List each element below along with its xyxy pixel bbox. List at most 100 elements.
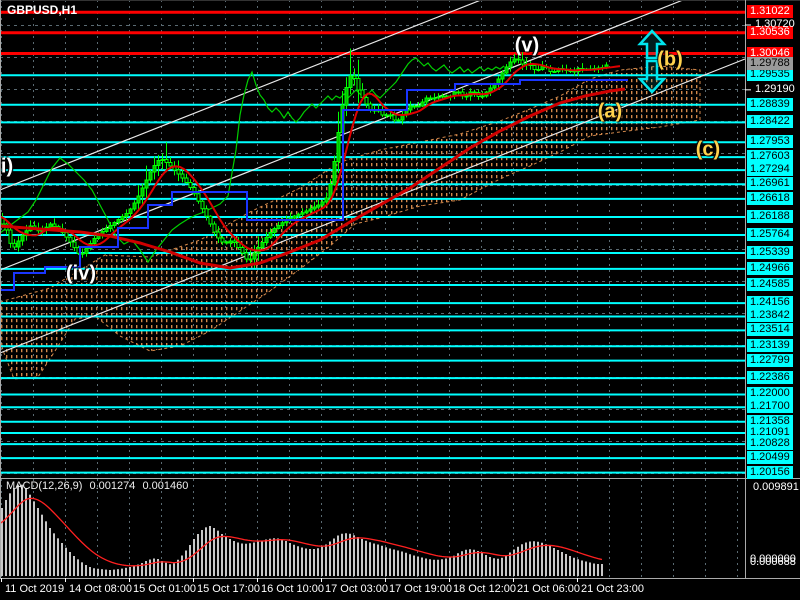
macd-bar [193,539,195,576]
macd-bar [285,541,287,576]
macd-bar [157,559,159,576]
macd-bar [529,541,531,576]
macd-bar [185,550,187,576]
macd-bar [89,567,91,576]
wave-label-i[interactable]: i) [0,155,14,178]
macd-bar [553,548,555,576]
macd-bar [385,547,387,576]
price-level-label: 1.27294 [747,163,793,177]
time-label[interactable]: 16 Oct 10:00 [261,583,324,595]
macd-scale-bottom-label: 0.000688 [750,556,796,568]
trendline[interactable] [0,0,482,191]
macd-bar [85,565,87,576]
macd-bar [557,550,559,576]
time-label[interactable]: 15 Oct 17:00 [197,583,260,595]
macd-bar [225,536,227,576]
macd-bar [261,540,263,576]
macd-bar [69,552,71,576]
macd-bar [297,546,299,576]
macd-bar [501,557,503,576]
macd-bar [493,558,495,576]
macd-bar [217,530,219,576]
time-label[interactable]: 21 Oct 06:00 [517,583,580,595]
macd-panel[interactable] [0,484,603,576]
wave-label-v[interactable]: (v) [514,34,540,57]
macd-bar [369,542,371,576]
trendline[interactable] [0,58,746,354]
macd-bar [209,526,211,576]
price-level-label: 1.21091 [747,426,793,439]
time-label[interactable]: 17 Oct 19:00 [389,583,452,595]
macd-bar [137,564,139,576]
macd-bar [549,546,551,576]
macd-bar [249,543,251,576]
macd-bar [245,543,247,576]
time-label[interactable]: 17 Oct 03:00 [325,583,388,595]
macd-bar [213,528,215,576]
macd-bar [333,538,335,576]
macd-bar [365,540,367,576]
kijun-line [0,79,628,291]
macd-bar [101,569,103,576]
panel-borders [0,0,800,582]
macd-bar [545,544,547,576]
time-label[interactable]: 15 Oct 01:00 [133,583,196,595]
wave-label-a[interactable]: (a) [597,100,623,123]
macd-bar [429,559,431,576]
macd-bar [433,559,435,576]
macd-bar [289,543,291,576]
price-level-label: 1.25764 [747,228,793,241]
macd-bar [477,551,479,576]
bid-price-label: 1.29788 [747,57,793,71]
macd-bar [453,555,455,576]
macd-bar [465,549,467,576]
macd-bar [461,551,463,576]
macd-bar [389,548,391,576]
macd-bar [201,530,203,576]
price-level-label: 1.20828 [747,437,793,451]
price-level-label: 1.21700 [747,400,793,414]
time-label[interactable]: 11 Oct 2019 [5,583,65,595]
price-level-label: 1.24585 [747,277,793,291]
time-label[interactable]: 14 Oct 08:00 [69,583,132,595]
macd-bar [321,546,323,576]
macd-bar [417,556,419,576]
macd-bar [513,549,515,576]
macd-bar [481,553,483,576]
macd-bar [541,542,543,576]
chikou-span-line [0,57,505,264]
time-label[interactable]: 18 Oct 12:00 [453,583,516,595]
wave-label-iv[interactable]: (iv) [66,262,96,285]
price-level-label: 1.22799 [747,353,793,367]
price-level-label: 1.26961 [747,177,793,191]
level-lines[interactable] [0,10,745,474]
price-level-label: 1.21358 [747,414,793,428]
macd-bar [425,558,427,576]
macd-bar [313,549,315,576]
macd-bar [445,558,447,576]
macd-bar [57,538,59,576]
price-level-label: 1.29535 [747,68,793,82]
macd-bar [41,514,43,576]
up-arrow-icon[interactable] [637,29,667,60]
macd-bar [593,563,595,576]
macd-bar [125,567,127,576]
macd-bar [325,544,327,576]
macd-bar [533,541,535,576]
macd-bar [9,493,11,576]
macd-bar [81,562,83,576]
macd-bar [377,544,379,576]
price-axis-label[interactable]: 1.30720 [755,18,795,30]
price-axis-label[interactable]: 1.29190 [755,82,795,95]
macd-bar [437,559,439,576]
macd-bar [485,555,487,576]
macd-bar [409,554,411,576]
macd-bar [29,494,31,576]
macd-bar [341,533,343,576]
time-label[interactable]: 21 Oct 23:00 [581,583,644,595]
wave-label-b[interactable]: (b) [657,48,683,71]
down-arrow-icon[interactable] [637,59,667,94]
wave-label-c[interactable]: (c) [695,138,721,161]
